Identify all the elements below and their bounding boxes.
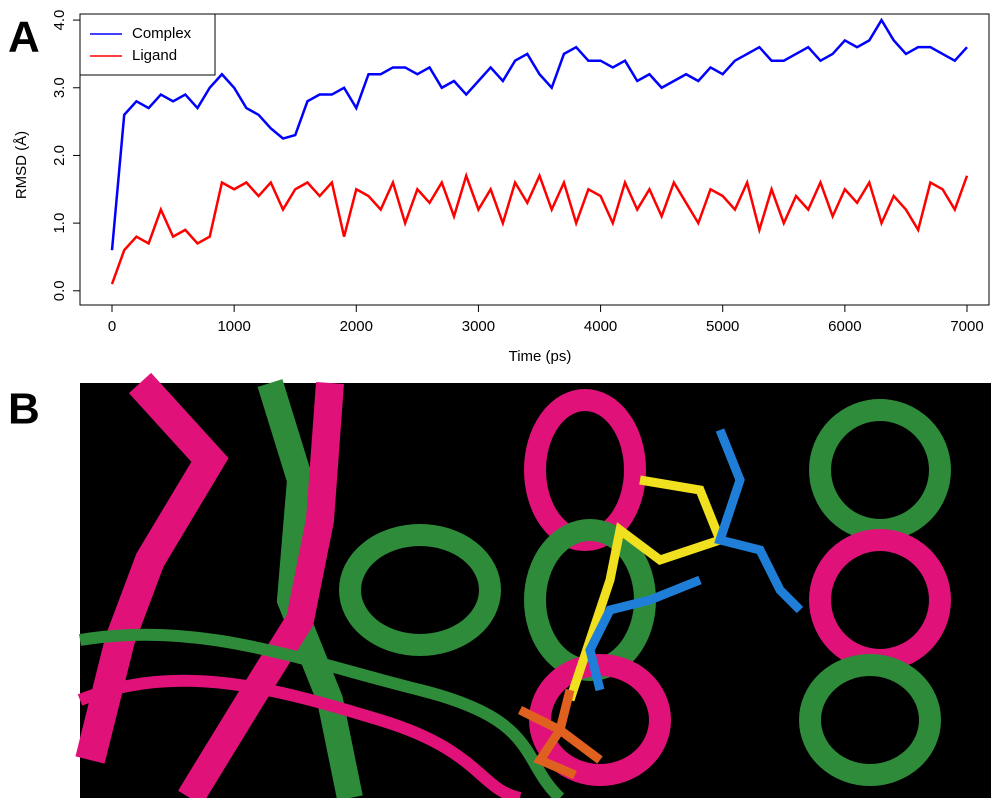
x-tick-label: 7000 bbox=[950, 318, 983, 335]
y-tick-label: 4.0 bbox=[51, 10, 68, 31]
series-line bbox=[110, 17, 968, 251]
series-line bbox=[110, 171, 969, 285]
x-tick-label: 3000 bbox=[462, 318, 495, 335]
panel-label: B bbox=[8, 385, 40, 434]
y-tick-label: 1.0 bbox=[51, 213, 68, 234]
x-tick-label: 4000 bbox=[584, 318, 617, 335]
y-axis-label: RMSD (Å) bbox=[13, 131, 30, 199]
x-tick-label: 0 bbox=[108, 318, 116, 335]
panel-label: A bbox=[8, 13, 40, 62]
x-tick-label: 5000 bbox=[706, 318, 739, 335]
legend-box bbox=[79, 13, 216, 76]
y-tick-label: 2.0 bbox=[51, 145, 68, 166]
structure-image bbox=[75, 372, 991, 803]
x-tick-label: 2000 bbox=[340, 318, 373, 335]
y-tick-label: 3.0 bbox=[51, 77, 68, 98]
legend-label: Ligand bbox=[132, 47, 177, 64]
plot-frame bbox=[79, 13, 990, 306]
legend-label: Complex bbox=[132, 25, 192, 42]
x-tick-label: 1000 bbox=[217, 318, 250, 335]
x-axis-label: Time (ps) bbox=[509, 348, 572, 365]
x-tick-label: 6000 bbox=[828, 318, 861, 335]
y-tick-label: 0.0 bbox=[51, 280, 68, 301]
